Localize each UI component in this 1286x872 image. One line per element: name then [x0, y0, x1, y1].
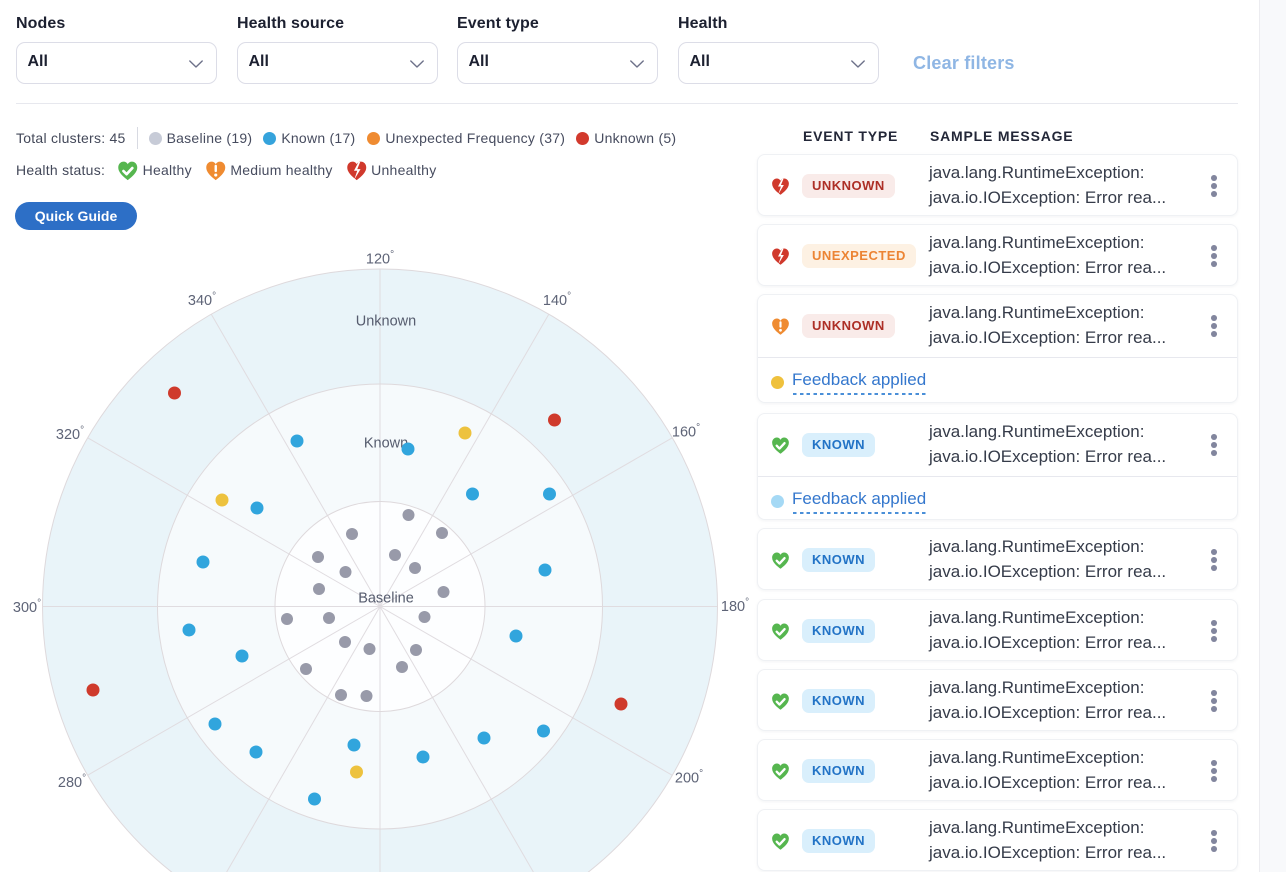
- svg-text:Baseline: Baseline: [358, 591, 414, 607]
- svg-text:180°: 180°: [721, 597, 749, 615]
- svg-text:200°: 200°: [675, 769, 703, 787]
- svg-text:Unknown: Unknown: [356, 314, 416, 330]
- svg-text:120°: 120°: [366, 250, 394, 268]
- svg-text:340°: 340°: [188, 291, 216, 309]
- svg-text:Known: Known: [364, 436, 408, 452]
- svg-text:320°: 320°: [56, 425, 84, 443]
- svg-text:280°: 280°: [58, 773, 86, 791]
- svg-text:160°: 160°: [672, 423, 700, 441]
- svg-text:300°: 300°: [13, 598, 41, 616]
- svg-text:140°: 140°: [543, 291, 571, 309]
